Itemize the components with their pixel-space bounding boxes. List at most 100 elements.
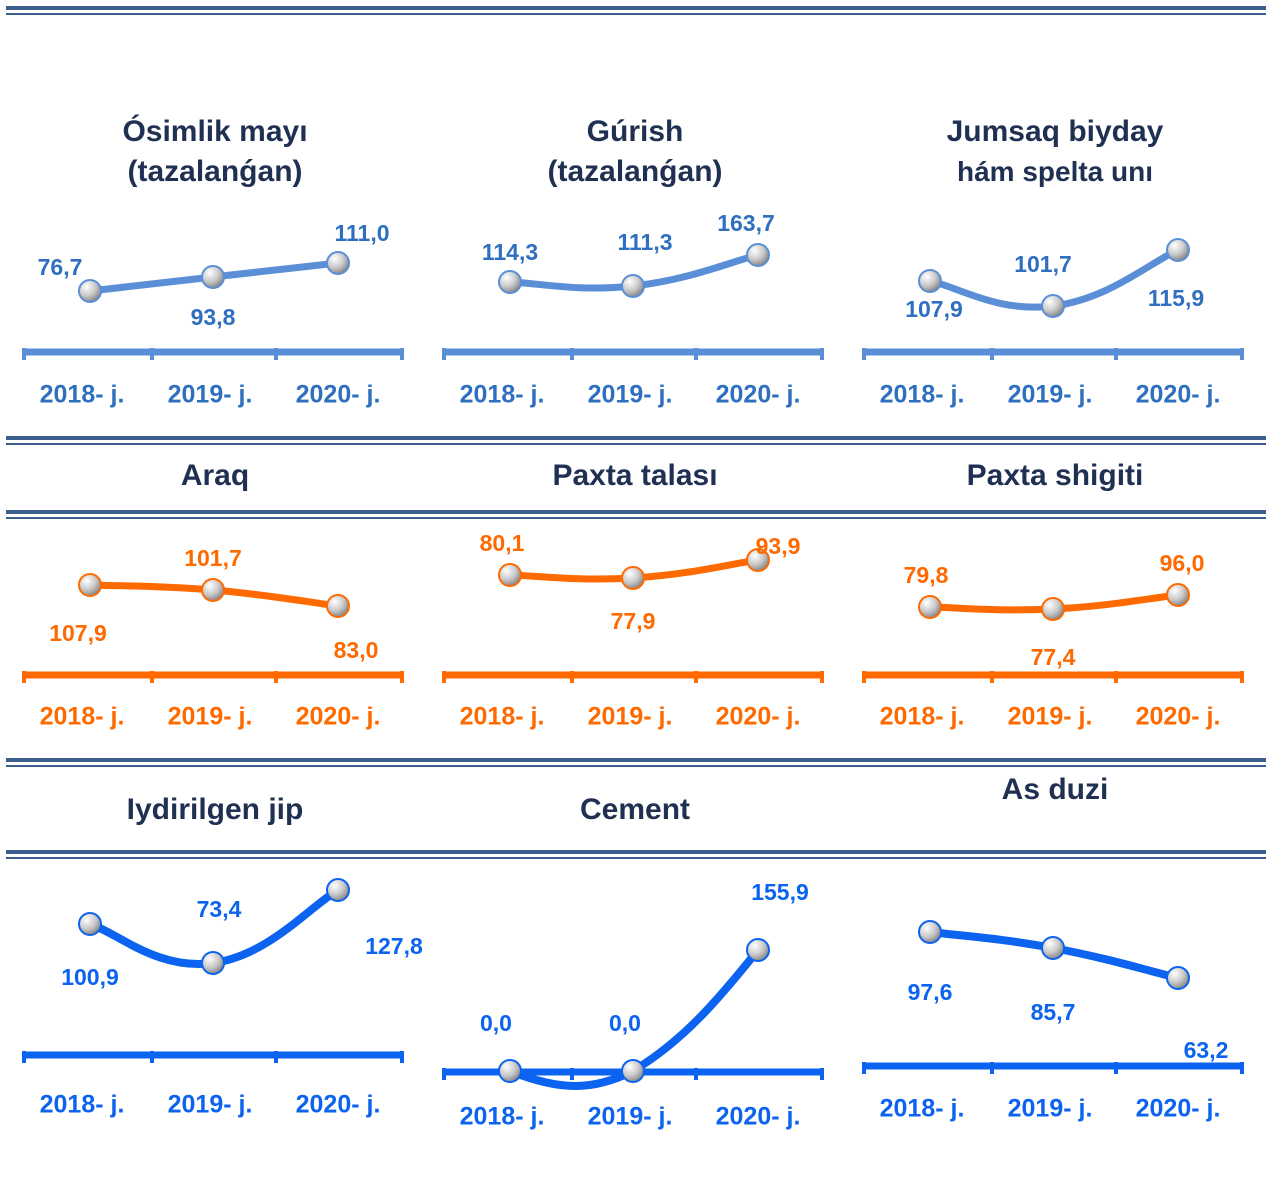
data-label: 163,7 — [717, 210, 775, 236]
chart-1: 114,3 111,3 163,7 2018- j. 2019- j. 2020- j. — [442, 210, 824, 409]
data-point — [78, 573, 102, 597]
x-tick-label: 2019- j. — [588, 703, 673, 731]
x-tick-label: 2018- j. — [460, 1103, 545, 1131]
data-point — [1166, 238, 1190, 262]
x-tick-label: 2018- j. — [40, 1091, 125, 1119]
section-divider-4 — [6, 850, 1266, 860]
chart-title-osimlik-mayi: Ósimlik mayı (tazalanǵan) — [122, 115, 308, 188]
data-point — [201, 951, 225, 975]
data-label: 101,7 — [1014, 251, 1072, 277]
x-tick-label: 2018- j. — [880, 703, 965, 731]
data-label: 83,0 — [334, 637, 379, 663]
x-tick-label: 2019- j. — [588, 1103, 673, 1131]
data-point — [746, 938, 770, 962]
chart-title-paxta-shigiti: Paxta shigiti — [966, 459, 1144, 492]
data-point — [746, 243, 770, 267]
x-tick-label: 2020- j. — [1136, 703, 1221, 731]
data-label: 115,9 — [1148, 285, 1204, 311]
data-point — [498, 270, 522, 294]
chart-3: 107,9 101,7 83,0 2018- j. 2019- j. 2020- j. — [22, 545, 404, 731]
x-tick-label: 2020- j. — [296, 1091, 381, 1119]
data-point — [1166, 583, 1190, 607]
chart-title-jumsaq-biyday: Jumsaq biyday hám spelta unı — [946, 115, 1164, 187]
data-label: 80,1 — [480, 530, 525, 556]
data-label: 107,9 — [49, 620, 107, 646]
data-label: 97,6 — [908, 979, 953, 1005]
section-divider-2 — [6, 510, 1266, 520]
chart-title-as-duzi: As duzi — [1001, 773, 1109, 806]
data-label: 93,8 — [191, 304, 236, 330]
chart-title-cement: Cement — [579, 793, 691, 826]
chart-7: 0,0 0,0 155,9 2018- j. 2019- j. 2020- j. — [442, 879, 824, 1131]
data-label: 127,8 — [365, 933, 423, 959]
data-point — [326, 878, 350, 902]
chart-5: 79,8 77,4 96,0 2018- j. 2019- j. 2020- j. — [862, 550, 1244, 731]
x-tick-label: 2018- j. — [460, 381, 545, 409]
data-label: 155,9 — [751, 879, 809, 905]
data-point — [621, 1059, 645, 1083]
data-label: 107,9 — [905, 296, 963, 322]
chart-title-iydirilgen-jip: Iydirilgen jip — [126, 793, 304, 826]
data-label: 85,7 — [1031, 999, 1076, 1025]
x-tick-label: 2018- j. — [460, 703, 545, 731]
data-point — [1041, 597, 1065, 621]
x-tick-label: 2018- j. — [40, 381, 125, 409]
x-tick-label: 2019- j. — [168, 703, 253, 731]
x-tick-label: 2019- j. — [168, 1091, 253, 1119]
chart-title-gurish: Gúrish (tazalanǵan) — [547, 115, 723, 188]
data-point — [78, 279, 102, 303]
data-point — [621, 566, 645, 590]
data-point — [1166, 966, 1190, 990]
section-divider-3 — [6, 758, 1266, 768]
data-label: 63,2 — [1184, 1037, 1229, 1063]
data-point — [201, 265, 225, 289]
x-tick-label: 2019- j. — [1008, 1095, 1093, 1123]
data-label: 79,8 — [904, 562, 949, 588]
data-point — [326, 251, 350, 275]
x-tick-label: 2020- j. — [1136, 1095, 1221, 1123]
data-label: 111,0 — [334, 220, 389, 246]
x-tick-label: 2020- j. — [716, 1103, 801, 1131]
data-label: 100,9 — [61, 964, 119, 990]
data-label: 114,3 — [482, 239, 538, 265]
x-tick-label: 2020- j. — [1136, 381, 1221, 409]
x-tick-label: 2018- j. — [880, 1095, 965, 1123]
x-tick-label: 2019- j. — [588, 381, 673, 409]
chart-8: 97,6 85,7 63,2 2018- j. 2019- j. 2020- j. — [862, 920, 1244, 1123]
data-label: 101,7 — [184, 545, 242, 571]
chart-6: 100,9 73,4 127,8 2018- j. 2019- j. 2020- j. — [22, 878, 423, 1119]
data-point — [918, 595, 942, 619]
data-label: 96,0 — [1160, 550, 1205, 576]
data-point — [746, 548, 770, 572]
data-label: 0,0 — [609, 1010, 641, 1036]
data-point — [78, 912, 102, 936]
x-tick-label: 2019- j. — [1008, 381, 1093, 409]
data-point — [621, 274, 645, 298]
data-point — [326, 594, 350, 618]
data-point — [498, 1059, 522, 1083]
data-point — [1041, 294, 1065, 318]
x-tick-label: 2018- j. — [40, 703, 125, 731]
data-point — [918, 920, 942, 944]
data-label: 93,9 — [756, 533, 801, 559]
top-divider — [6, 6, 1266, 16]
data-label: 77,9 — [611, 608, 656, 634]
data-point — [918, 269, 942, 293]
data-point — [498, 563, 522, 587]
section-divider-1 — [6, 436, 1266, 446]
x-tick-label: 2020- j. — [296, 703, 381, 731]
chart-title-paxta-talasi: Paxta talası — [552, 459, 718, 492]
chart-4: 80,1 77,9 93,9 2018- j. 2019- j. 2020- j. — [442, 530, 824, 731]
data-point — [201, 578, 225, 602]
x-tick-label: 2020- j. — [716, 381, 801, 409]
chart-title-araq: Araq — [180, 459, 250, 492]
x-tick-label: 2020- j. — [296, 381, 381, 409]
data-label: 111,3 — [617, 229, 672, 255]
x-tick-label: 2018- j. — [880, 381, 965, 409]
x-tick-label: 2019- j. — [168, 381, 253, 409]
data-label: 0,0 — [480, 1010, 512, 1036]
data-point — [1041, 936, 1065, 960]
data-label: 76,7 — [38, 254, 83, 280]
data-label: 73,4 — [197, 896, 242, 922]
